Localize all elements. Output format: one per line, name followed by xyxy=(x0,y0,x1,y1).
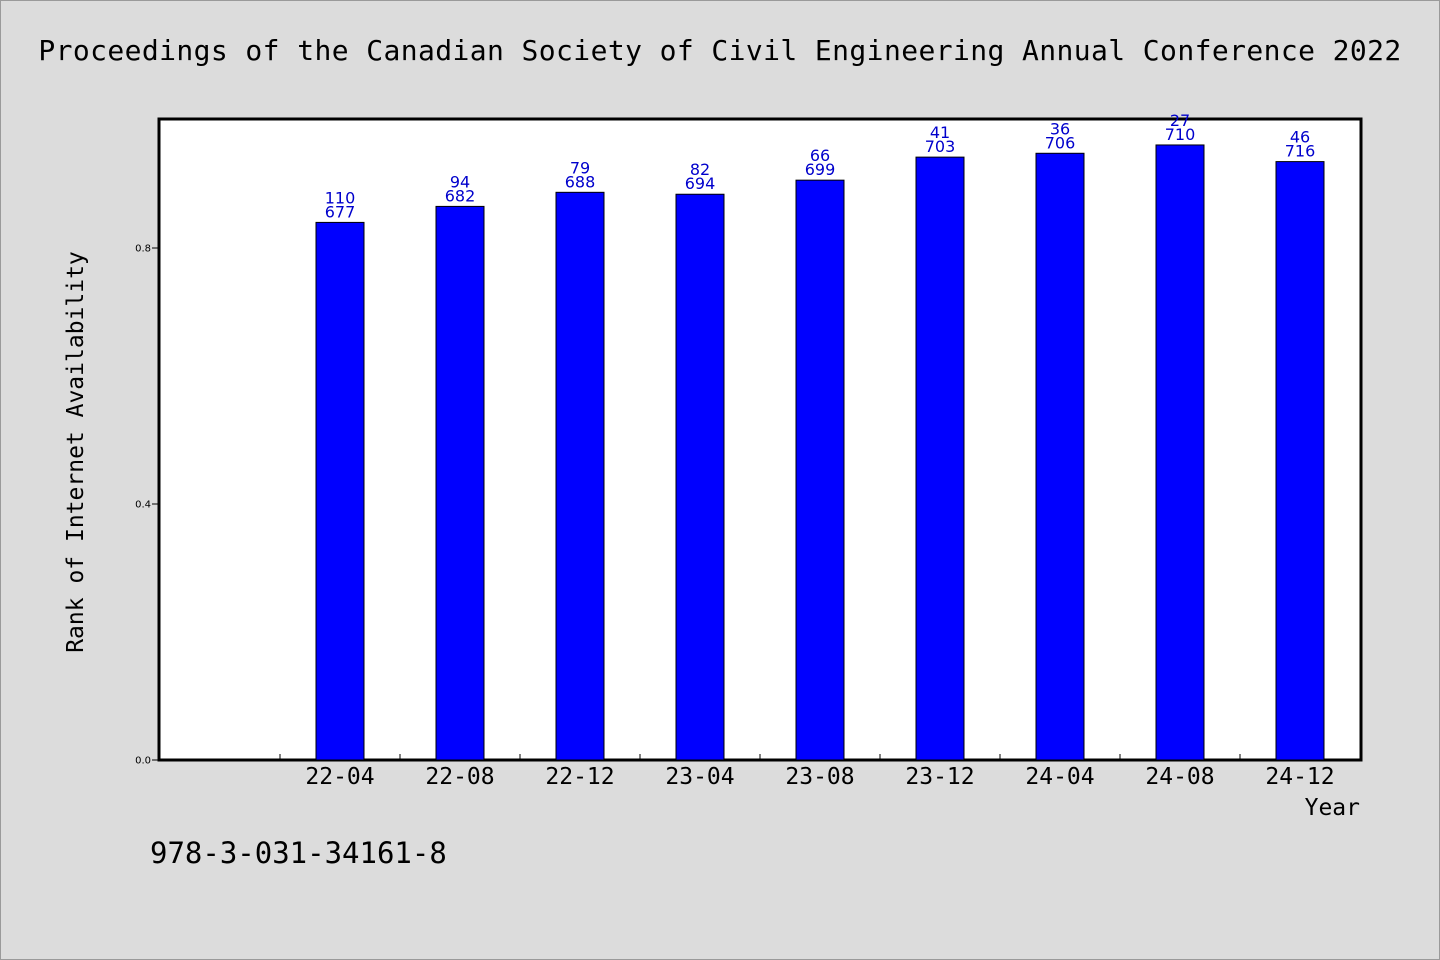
x-axis-ticks: 22-04 22-08 22-12 23-04 23-08 23-12 24-04 24-08… xyxy=(279,754,1361,790)
bar-label-bottom: 677 xyxy=(325,202,356,221)
bar xyxy=(1155,144,1205,761)
x-tick-label: 24-04 xyxy=(1025,764,1094,790)
bar-label-top: 82 xyxy=(690,160,710,179)
x-tick-label: 22-12 xyxy=(545,764,614,790)
bar xyxy=(675,193,725,761)
bar xyxy=(555,191,605,761)
bar xyxy=(1275,161,1325,761)
bar-label-bottom: 699 xyxy=(805,160,836,179)
bar-label-bottom: 688 xyxy=(565,172,596,191)
x-axis-label: Year xyxy=(1304,795,1360,821)
bar-label-bottom: 706 xyxy=(1045,133,1076,152)
isbn-text: 978-3-031-34161-8 xyxy=(150,836,447,870)
y-tick-label: 0.4 xyxy=(135,500,151,511)
x-tick-label: 24-12 xyxy=(1265,764,1334,790)
x-tick-label: 23-04 xyxy=(665,764,734,790)
y-tick-label: 0.8 xyxy=(135,244,151,255)
y-axis-ticks: 0.0 0.4 0.8 xyxy=(135,244,160,767)
bar-label-top: 36 xyxy=(1050,119,1070,138)
bars-group xyxy=(315,144,1325,761)
bar xyxy=(795,179,845,761)
bar xyxy=(1035,152,1085,761)
x-tick-label: 24-08 xyxy=(1145,764,1214,790)
bar xyxy=(915,156,965,761)
bar-label-bottom: 694 xyxy=(685,174,716,193)
x-tick-label: 22-08 xyxy=(425,764,494,790)
bar-label-bottom: 716 xyxy=(1285,142,1316,161)
y-axis-label: Rank of Internet Availability xyxy=(63,251,89,653)
bar-label-top: 41 xyxy=(930,123,950,142)
chart-title: Proceedings of the Canadian Society of C… xyxy=(38,34,1402,67)
y-tick-label: 0.0 xyxy=(135,756,151,767)
x-tick-label: 22-04 xyxy=(305,764,374,790)
x-tick-label: 23-12 xyxy=(905,764,974,790)
bar-label-bottom: 710 xyxy=(1165,125,1196,144)
bar-label-top: 46 xyxy=(1290,128,1310,147)
bar-label-top: 27 xyxy=(1170,111,1190,130)
bar-labels-group: 1106779468279688826946669941703367062771… xyxy=(325,111,1316,221)
bar xyxy=(435,205,485,761)
x-tick-label: 23-08 xyxy=(785,764,854,790)
bar-label-bottom: 682 xyxy=(445,186,476,205)
bar-label-top: 66 xyxy=(810,146,830,165)
bar xyxy=(315,221,365,761)
bar-label-top: 110 xyxy=(325,188,356,207)
bar-label-bottom: 703 xyxy=(925,137,956,156)
bar-label-top: 94 xyxy=(450,172,470,191)
bar-label-top: 79 xyxy=(570,158,590,177)
